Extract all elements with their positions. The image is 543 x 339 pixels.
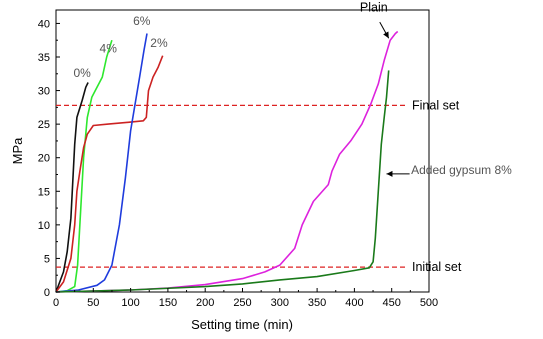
annotation-arrowhead xyxy=(383,31,389,39)
y-tick-label: 0 xyxy=(44,287,50,299)
y-tick-label: 15 xyxy=(38,186,50,198)
x-tick-label: 400 xyxy=(345,297,363,309)
series-label: Plain xyxy=(360,0,388,14)
y-tick-label: 10 xyxy=(38,220,50,232)
y-axis-ticks: 0 5 10 15 20 25 30 35 40 xyxy=(38,18,60,299)
reference-lines xyxy=(56,104,407,268)
series-line xyxy=(55,30,399,293)
y-tick-label: 35 xyxy=(38,52,50,64)
series-line xyxy=(55,55,164,293)
x-axis-title: Setting time (min) xyxy=(191,317,293,332)
x-tick-label: 200 xyxy=(196,297,214,309)
series-line xyxy=(55,82,89,293)
series-label: 4% xyxy=(100,41,118,55)
series-line xyxy=(55,70,390,293)
x-tick-label: 300 xyxy=(271,297,289,309)
reference-line-label: Final set xyxy=(412,98,460,112)
series-label: 0% xyxy=(73,66,91,80)
series-label: 2% xyxy=(150,36,168,50)
y-tick-label: 30 xyxy=(38,86,50,98)
x-tick-label: 250 xyxy=(233,297,251,309)
y-tick-label: 25 xyxy=(38,119,50,131)
reference-line-label: Initial set xyxy=(412,260,462,274)
x-tick-label: 500 xyxy=(420,297,438,309)
x-tick-label: 50 xyxy=(87,297,99,309)
y-axis-title: MPa xyxy=(10,137,25,165)
annotation-arrowhead xyxy=(386,170,393,177)
series-label: 6% xyxy=(133,14,151,28)
y-tick-label: 5 xyxy=(44,253,50,265)
series-line xyxy=(55,39,113,293)
y-tick-label: 20 xyxy=(38,153,50,165)
x-axis-ticks: 0 50 100 150 200 250 300 350 400 450 500 xyxy=(53,288,438,309)
x-tick-label: 450 xyxy=(383,297,401,309)
series-line xyxy=(55,33,148,293)
annotation-labels: Final set Initial set 0% 4% 2% 6% Plain Added g… xyxy=(73,0,512,274)
series-group xyxy=(55,30,399,293)
x-tick-label: 100 xyxy=(121,297,139,309)
x-tick-label: 350 xyxy=(308,297,326,309)
plot-area xyxy=(55,9,430,293)
series-label: Added gypsum 8% xyxy=(411,163,512,177)
x-tick-label: 0 xyxy=(53,297,59,309)
y-tick-label: 40 xyxy=(38,18,50,30)
x-tick-label: 150 xyxy=(159,297,177,309)
